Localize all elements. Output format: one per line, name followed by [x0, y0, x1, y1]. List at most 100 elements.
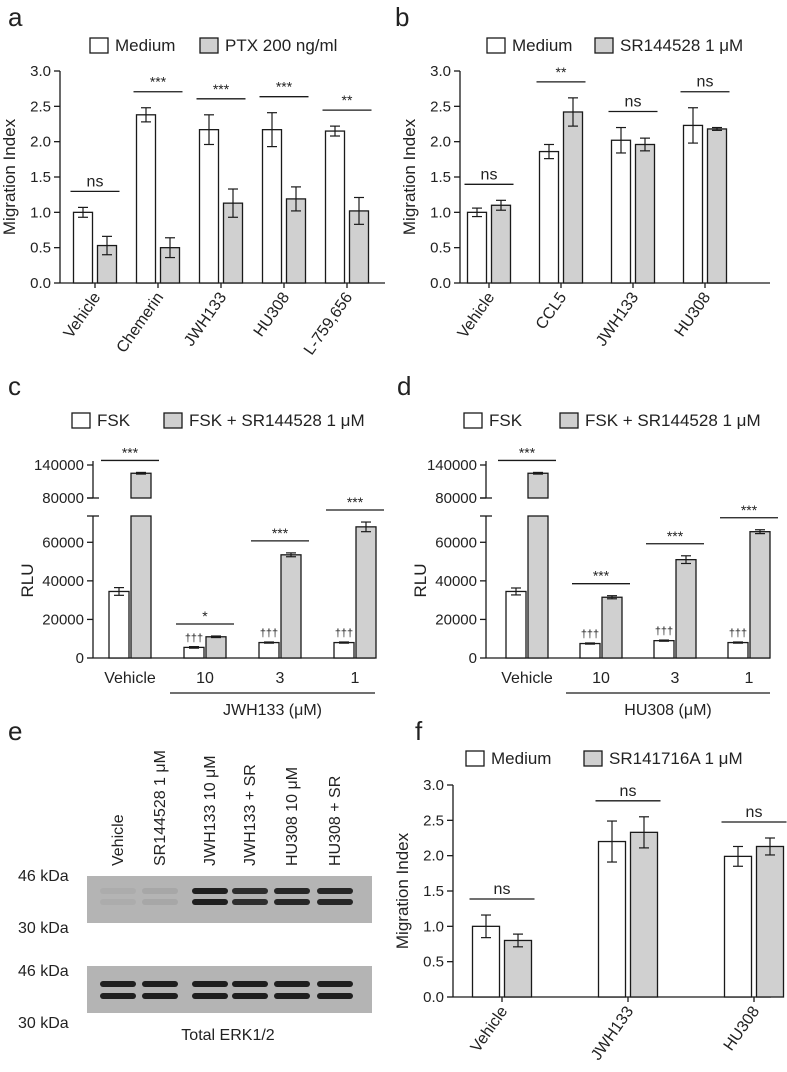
error-bar	[496, 199, 506, 211]
bar	[490, 204, 512, 284]
y-tick-label: 80000	[42, 490, 84, 507]
error-bar	[291, 186, 301, 212]
legend-swatch-2	[559, 412, 579, 429]
y-axis-title: RLU	[18, 563, 37, 597]
bar	[629, 831, 659, 998]
chart-b: 0.0 0.5 1.0 1.5 2.0 2.5 3.0 Migration Index ns Ve…	[400, 63, 770, 350]
y-tick-label: 20000	[42, 611, 84, 628]
y-tick-label: 0.0	[30, 275, 51, 292]
y-tick-label: 0.0	[430, 275, 451, 292]
error-bar	[472, 207, 482, 218]
blot-membrane-total	[87, 966, 372, 1013]
bar	[601, 596, 623, 659]
error-bar	[585, 642, 595, 645]
x-tick-label: Chemerin	[114, 290, 168, 357]
error-bar	[228, 188, 238, 218]
error-bar	[765, 837, 775, 856]
bar	[130, 472, 152, 499]
legend-swatch-1	[465, 750, 485, 767]
x-tick-label: CCL5	[533, 289, 570, 332]
panel-letter-e: e	[8, 716, 22, 746]
x-tick-label: Vehicle	[61, 289, 105, 341]
error-bar	[136, 471, 146, 475]
significance-label: ***	[593, 568, 610, 584]
error-bar	[616, 126, 626, 154]
bar	[333, 641, 355, 659]
dagger-label: †††	[335, 628, 353, 640]
y-tick-label: 2.5	[430, 98, 451, 115]
bar	[653, 639, 675, 659]
legend-swatch-1	[463, 412, 483, 429]
x-tick-label: JWH133	[588, 1003, 637, 1063]
lane-label: JWH133 10 μM	[202, 755, 219, 866]
error-bar	[165, 237, 175, 259]
bar	[749, 531, 771, 659]
chart-d: 0 20000 40000 60000 80000 140000 RLU *** Vehicle…	[411, 444, 778, 719]
blot-band-upper	[192, 888, 228, 894]
blot-band-lower	[232, 899, 268, 905]
bar	[706, 128, 728, 284]
marker-label: 46 kDa	[18, 868, 69, 885]
lane-label: HU308 10 μM	[284, 767, 301, 866]
error-bar	[511, 587, 521, 596]
blot-band-lower	[232, 993, 268, 999]
y-tick-label: 0.5	[423, 954, 444, 971]
legend-swatch-1	[71, 412, 91, 429]
bar	[682, 124, 704, 284]
bar	[597, 840, 627, 998]
y-axis-title: Migration Index	[400, 118, 419, 235]
x-tick-label: HU308	[721, 1003, 764, 1054]
dagger-label: †††	[185, 632, 203, 644]
bar	[198, 129, 220, 284]
error-bar	[733, 641, 743, 644]
bar	[258, 641, 280, 659]
bar	[527, 515, 549, 659]
legend-label-2: SR144528 1 μM	[620, 36, 743, 55]
bar	[108, 590, 130, 659]
y-tick-label: 2.0	[423, 848, 444, 865]
significance-label: ***	[347, 494, 364, 510]
error-bar	[513, 933, 523, 948]
legend-swatch-1	[486, 37, 506, 54]
bar	[130, 515, 152, 659]
bar	[72, 211, 94, 284]
blot-band-lower	[142, 899, 178, 905]
chart-f: 0.0 0.5 1.0 1.5 2.0 2.5 3.0 Migration Index ns Ve…	[393, 777, 787, 1064]
blot-band-upper	[274, 981, 310, 987]
error-bar	[189, 646, 199, 649]
error-bar	[733, 845, 743, 867]
x-tick-label: 1	[351, 670, 360, 687]
blot-band-lower	[192, 899, 228, 905]
error-bar	[267, 112, 277, 148]
significance-label: ***	[272, 525, 289, 541]
significance-label: ***	[667, 528, 684, 544]
error-bar	[481, 914, 491, 939]
y-tick-label: 1.0	[30, 204, 51, 221]
y-tick-label: 0	[469, 650, 477, 667]
bar	[727, 641, 749, 659]
legend-swatch-2	[594, 37, 614, 54]
x-tick-label: Vehicle	[501, 670, 553, 687]
bar	[579, 642, 601, 659]
bar	[675, 558, 697, 659]
x-tick-label: 3	[276, 670, 285, 687]
bar	[755, 845, 785, 998]
y-tick-label: 40000	[435, 573, 477, 590]
legend-swatch-2	[199, 37, 219, 54]
bar	[634, 143, 656, 284]
western-blot: Vehicle SR144528 1 μM JWH133 10 μM JWH133 +…	[18, 750, 372, 1044]
error-bar	[640, 137, 650, 152]
legend-swatch-1	[89, 37, 109, 54]
error-bar	[211, 635, 221, 639]
y-tick-label: 1.5	[423, 883, 444, 900]
significance-label: **	[342, 92, 353, 108]
bar	[538, 150, 560, 284]
error-bar	[659, 639, 669, 642]
significance-label: ***	[741, 502, 758, 518]
blot-band-upper	[142, 981, 178, 987]
y-tick-label: 0.0	[423, 989, 444, 1006]
error-bar	[688, 107, 698, 144]
blot-bottom-label: Total ERK1/2	[181, 1027, 274, 1044]
significance-label: *	[202, 608, 208, 624]
